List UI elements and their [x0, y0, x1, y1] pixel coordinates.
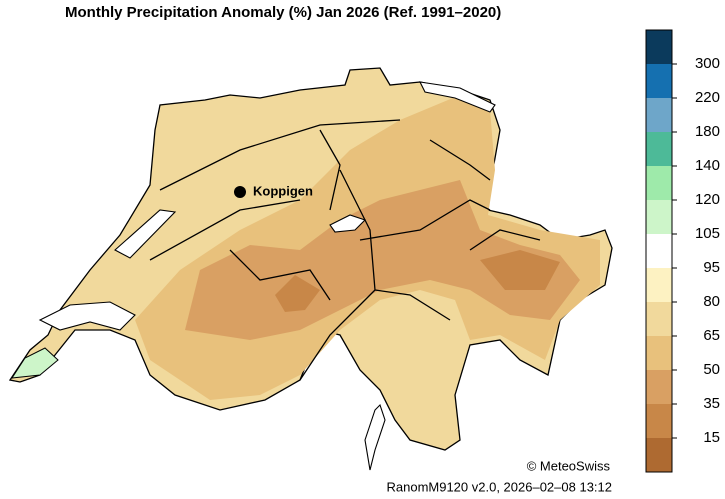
lake-geneva: [38, 301, 136, 331]
canton-borders: [149, 119, 541, 381]
colorbar-bin: [646, 336, 672, 370]
colorbar: 300 220 180 140 120 105 95 80 65 50 35 15: [645, 29, 720, 473]
colorbar-label: 95: [703, 259, 720, 276]
colorbar-label: 220: [695, 89, 720, 106]
colorbar-bin: [646, 30, 672, 64]
station-label: Koppigen: [253, 183, 313, 198]
colorbar-bin: [646, 438, 672, 472]
colorbar-bin: [646, 64, 672, 98]
lake-maggiore: [364, 403, 386, 471]
colorbar-label: 50: [703, 361, 720, 378]
colorbar-bin: [646, 200, 672, 234]
colorbar-frame: [645, 29, 673, 473]
colorbar-bin: [646, 98, 672, 132]
wet-spot: [11, 347, 59, 379]
colorbar-label: 15: [703, 429, 720, 446]
colorbar-label: 120: [695, 191, 720, 208]
lake-neuchatel: [114, 209, 177, 259]
colorbar-bin: [646, 370, 672, 404]
colorbar-bin: [646, 132, 672, 166]
colorbar-label: 35: [703, 395, 720, 412]
colorbar-label: 65: [703, 327, 720, 344]
colorbar-label: 300: [695, 55, 720, 72]
copyright: © MeteoSwiss: [527, 458, 611, 473]
title: Monthly Precipitation Anomaly (%) Jan 20…: [65, 4, 501, 21]
colorbar-bin: [646, 166, 672, 200]
footer: RanomM9120 v2.0, 2026–02–08 13:12: [386, 479, 612, 494]
colorbar-label: 140: [695, 157, 720, 174]
colorbar-bin: [646, 302, 672, 336]
lake-lucerne: [329, 214, 367, 233]
colorbar-bin: [646, 268, 672, 302]
map: Koppigen © MeteoSwiss RanomM9120 v2.0, 2…: [8, 67, 613, 494]
lake-constance: [419, 81, 496, 113]
colorbar-label: 105: [695, 225, 720, 242]
station-dot: [234, 186, 246, 198]
colorbar-label: 80: [703, 293, 720, 310]
colorbar-bin: [646, 404, 672, 438]
colorbar-bin: [646, 234, 672, 268]
colorbar-label: 180: [695, 123, 720, 140]
core-dry: [275, 250, 560, 312]
